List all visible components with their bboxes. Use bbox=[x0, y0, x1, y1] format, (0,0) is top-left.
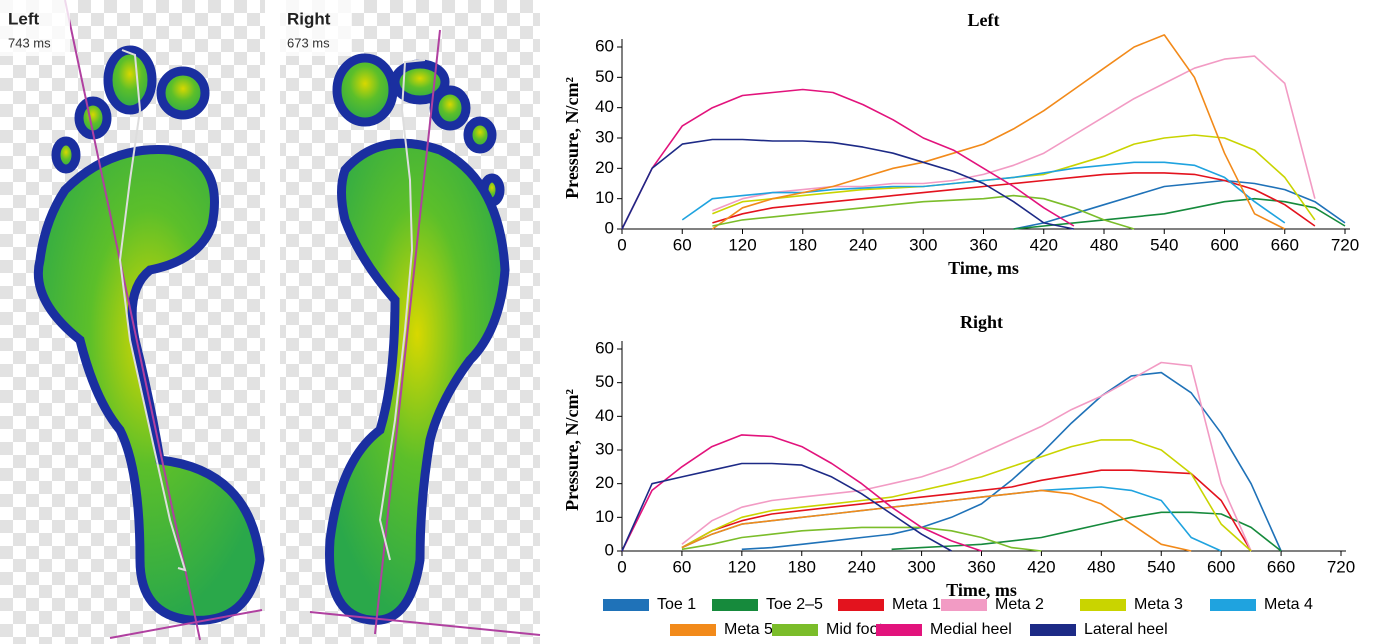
x-tick-label: 360 bbox=[969, 235, 997, 254]
series-line bbox=[712, 35, 1284, 229]
y-axis-label: Pressure, N/cm² bbox=[562, 77, 582, 199]
foot-map-right: Right 673 ms bbox=[280, 0, 540, 644]
x-tick-label: 480 bbox=[1090, 235, 1118, 254]
x-tick-label: 300 bbox=[907, 557, 935, 576]
foot-title: Right bbox=[287, 9, 331, 28]
series-line bbox=[682, 527, 1042, 551]
legend-swatch bbox=[1210, 599, 1256, 611]
x-tick-label: 180 bbox=[789, 235, 817, 254]
x-tick-label: 420 bbox=[1030, 235, 1058, 254]
x-tick-label: 180 bbox=[788, 557, 816, 576]
foot-map-left: Left 743 ms bbox=[0, 0, 265, 644]
series-line bbox=[712, 173, 1315, 226]
legend-label: Toe 2–5 bbox=[766, 596, 823, 613]
x-axis-label: Time, ms bbox=[948, 258, 1019, 278]
x-tick-label: 300 bbox=[909, 235, 937, 254]
legend-swatch bbox=[838, 599, 884, 611]
legend-label: Meta 5 bbox=[724, 621, 773, 638]
legend-label: Meta 3 bbox=[1134, 596, 1183, 613]
x-tick-label: 360 bbox=[967, 557, 995, 576]
x-tick-label: 240 bbox=[849, 235, 877, 254]
y-tick-label: 40 bbox=[595, 406, 614, 425]
series-line bbox=[682, 363, 1251, 552]
x-tick-label: 660 bbox=[1267, 557, 1295, 576]
series-line bbox=[682, 162, 1285, 223]
y-tick-label: 50 bbox=[595, 67, 614, 86]
x-tick-label: 720 bbox=[1331, 235, 1359, 254]
x-tick-label: 0 bbox=[617, 235, 626, 254]
legend-label: Lateral heel bbox=[1084, 621, 1168, 638]
y-tick-label: 30 bbox=[595, 439, 614, 458]
legend-label: Medial heel bbox=[930, 621, 1012, 638]
foot-duration: 673 ms bbox=[287, 35, 330, 50]
x-tick-label: 60 bbox=[672, 557, 691, 576]
series-line bbox=[622, 464, 952, 552]
y-tick-label: 60 bbox=[595, 36, 614, 55]
foot-title: Left bbox=[8, 9, 40, 28]
x-tick-label: 600 bbox=[1207, 557, 1235, 576]
x-tick-label: 0 bbox=[617, 557, 626, 576]
y-tick-label: 10 bbox=[595, 188, 614, 207]
chart-title: Right bbox=[960, 312, 1003, 332]
legend-label: Meta 4 bbox=[1264, 596, 1313, 613]
legend-swatch bbox=[1030, 624, 1076, 636]
legend-swatch bbox=[1080, 599, 1126, 611]
x-tick-label: 540 bbox=[1147, 557, 1175, 576]
x-tick-label: 660 bbox=[1271, 235, 1299, 254]
y-tick-label: 10 bbox=[595, 507, 614, 526]
legend-swatch bbox=[603, 599, 649, 611]
x-tick-label: 240 bbox=[847, 557, 875, 576]
y-tick-label: 60 bbox=[595, 338, 614, 357]
y-tick-label: 40 bbox=[595, 97, 614, 116]
y-tick-label: 0 bbox=[605, 218, 614, 237]
x-tick-label: 120 bbox=[728, 557, 756, 576]
y-tick-label: 0 bbox=[605, 540, 614, 559]
legend-label: Meta 2 bbox=[995, 596, 1044, 613]
x-tick-label: 420 bbox=[1027, 557, 1055, 576]
x-tick-label: 540 bbox=[1150, 235, 1178, 254]
y-tick-label: 30 bbox=[595, 127, 614, 146]
x-tick-label: 600 bbox=[1210, 235, 1238, 254]
y-tick-label: 50 bbox=[595, 372, 614, 391]
series-line bbox=[622, 90, 1074, 230]
legend-swatch bbox=[941, 599, 987, 611]
legend-label: Mid foot bbox=[826, 621, 883, 638]
chart-title: Left bbox=[968, 10, 1000, 30]
x-tick-label: 720 bbox=[1327, 557, 1355, 576]
page: Left 743 ms Right 673 ms Left Time, ms Pre… bbox=[0, 0, 1378, 644]
y-axis-label: Pressure, N/cm² bbox=[562, 389, 582, 511]
legend-label: Toe 1 bbox=[657, 596, 696, 613]
legend-swatch bbox=[712, 599, 758, 611]
x-tick-label: 120 bbox=[728, 235, 756, 254]
series-line bbox=[712, 56, 1315, 211]
foot-duration: 743 ms bbox=[8, 35, 51, 50]
legend-swatch bbox=[876, 624, 922, 636]
series-line bbox=[1014, 199, 1345, 229]
x-tick-label: 60 bbox=[673, 235, 692, 254]
legend-swatch bbox=[670, 624, 716, 636]
legend-swatch bbox=[772, 624, 818, 636]
x-tick-label: 480 bbox=[1087, 557, 1115, 576]
y-tick-label: 20 bbox=[595, 473, 614, 492]
y-tick-label: 20 bbox=[595, 158, 614, 177]
series-line bbox=[622, 435, 982, 551]
legend-label: Meta 1 bbox=[892, 596, 941, 613]
